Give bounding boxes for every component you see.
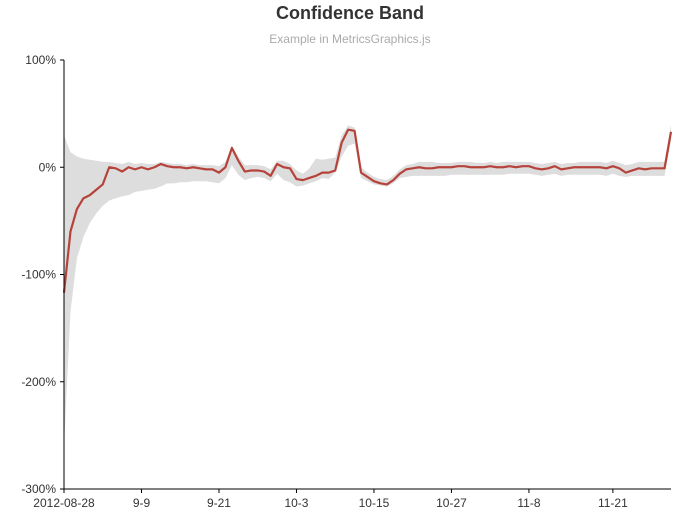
- y-tick-label: -200%: [21, 375, 56, 389]
- y-tick-label: 100%: [25, 53, 56, 67]
- x-tick-label: 9-21: [207, 496, 231, 510]
- x-tick-label: 10-27: [436, 496, 467, 510]
- y-tick-label: -100%: [21, 268, 56, 282]
- confidence-band: [64, 124, 671, 447]
- series-line-layer: [62, 128, 673, 293]
- axes-layer: 100% 0% -100% -200% -300%2012-08-28 9-9 9-21 10…: [21, 53, 671, 510]
- x-tick-label: 10-15: [359, 496, 390, 510]
- x-tick-label: 11-8: [517, 496, 540, 510]
- x-tick-label: 10-3: [284, 496, 308, 510]
- x-tick-label: 9-9: [133, 496, 151, 510]
- y-tick-label: -300%: [21, 482, 56, 496]
- x-tick-label: 2012-08-28: [33, 496, 95, 510]
- series-line: [62, 128, 673, 293]
- chart-title: Confidence Band: [275, 3, 424, 23]
- chart-subtitle: Example in MetricsGraphics.js: [269, 32, 431, 46]
- x-tick-label: 11-21: [598, 496, 628, 510]
- y-tick-label: 0%: [39, 160, 57, 174]
- confidence-band-layer: [64, 124, 671, 447]
